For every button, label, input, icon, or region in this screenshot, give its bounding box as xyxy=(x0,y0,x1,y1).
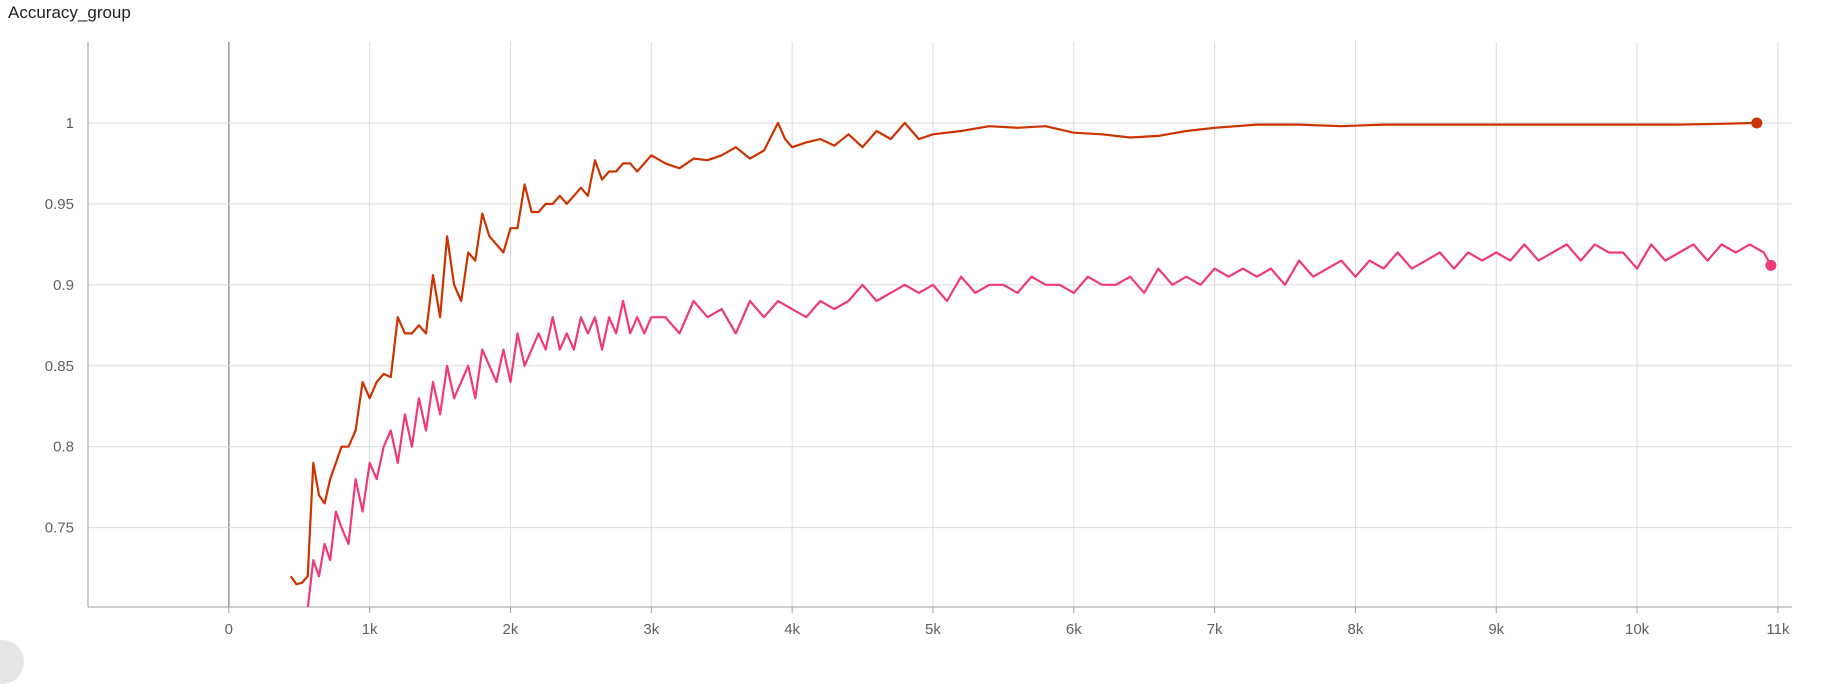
x-tick-label: 9k xyxy=(1488,621,1504,638)
accuracy-chart: 0 1k 2k 3k 4k 5k 6k 7k 8k 9k 10k 11k 0.75 0.8 0.85 0.9 0… xyxy=(45,42,1792,638)
x-tick-label: 1k xyxy=(362,621,378,638)
x-tick-label: 7k xyxy=(1207,621,1223,638)
y-tick-label: 0.8 xyxy=(53,439,74,456)
series-lines xyxy=(289,117,1777,607)
x-tick-label: 2k xyxy=(503,621,519,638)
chart-title: Accuracy_group xyxy=(8,3,131,22)
y-tick-label: 0.85 xyxy=(45,358,74,375)
y-tick-label: 0.95 xyxy=(45,196,74,213)
x-tick-label: 4k xyxy=(784,621,800,638)
x-tick-label: 8k xyxy=(1348,621,1364,638)
series-1-line xyxy=(289,121,1757,586)
y-tick-label: 1 xyxy=(66,115,74,132)
x-tick-label: 10k xyxy=(1625,621,1650,638)
x-tick-label: 3k xyxy=(643,621,659,638)
x-tick-label: 0 xyxy=(225,621,233,638)
y-tick-label: 0.75 xyxy=(45,520,74,537)
series-2-endpoint xyxy=(1765,259,1777,271)
x-tick-label: 5k xyxy=(925,621,941,638)
tick-labels: 0 1k 2k 3k 4k 5k 6k 7k 8k 9k 10k 11k 0.75 0.8 0.85 0.9 0… xyxy=(45,115,1790,638)
axes xyxy=(87,42,1792,613)
series-2-line xyxy=(306,243,1772,607)
y-tick-label: 0.9 xyxy=(53,277,74,294)
x-tick-label: 11k xyxy=(1766,621,1790,638)
series-1-endpoint xyxy=(1751,117,1763,129)
x-tick-label: 6k xyxy=(1066,621,1082,638)
grid xyxy=(88,42,1792,607)
